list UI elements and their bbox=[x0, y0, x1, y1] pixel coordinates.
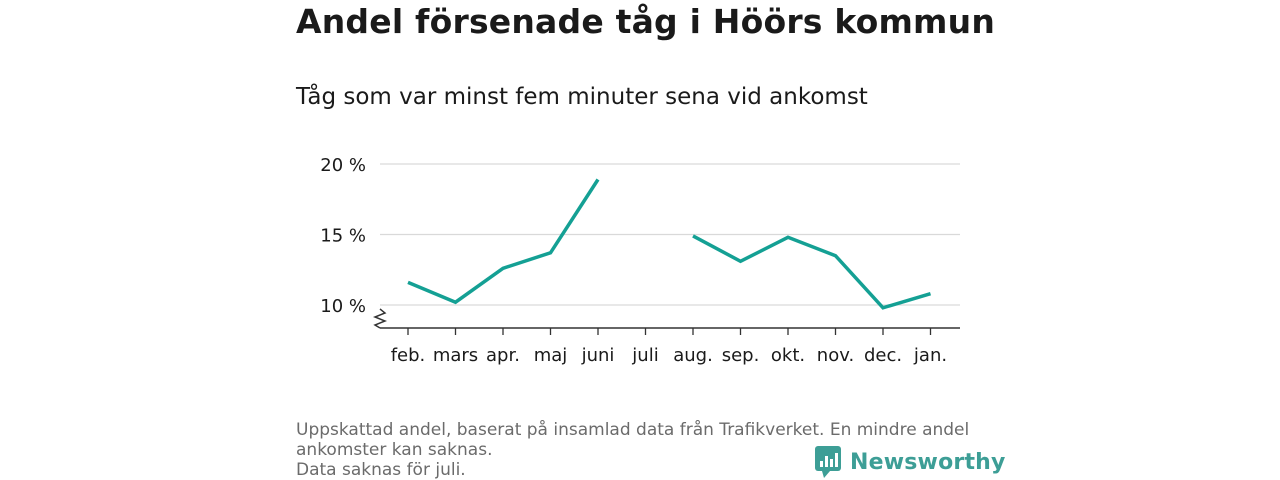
y-tick-label: 10 % bbox=[320, 296, 366, 317]
axis-break-icon bbox=[372, 308, 388, 329]
x-tick-label: apr. bbox=[486, 345, 520, 366]
x-tick-label: juli bbox=[631, 345, 658, 366]
x-tick-label: feb. bbox=[391, 345, 426, 366]
y-tick-label: 15 % bbox=[320, 226, 366, 247]
x-tick-label: okt. bbox=[771, 345, 805, 366]
x-tick-label: juni bbox=[581, 345, 615, 366]
x-tick-label: jan. bbox=[913, 345, 947, 366]
series-line-segment-2 bbox=[692, 234, 931, 310]
y-tick-label: 20 % bbox=[320, 155, 366, 176]
chart-title: Andel försenade tåg i Höörs kommun bbox=[296, 2, 996, 41]
line-chart: 10 % 15 % 20 % feb. mars apr. maj juni juli aug. s… bbox=[320, 155, 960, 366]
footnote-missing-data: Data saknas för juli. bbox=[296, 460, 466, 480]
newsworthy-logo[interactable]: Newsworthy bbox=[814, 444, 1006, 480]
footnote: Uppskattad andel, baserat på insamlad da… bbox=[296, 420, 986, 480]
series-line-segment-1 bbox=[407, 178, 600, 305]
footnote-source: Uppskattad andel, baserat på insamlad da… bbox=[296, 420, 970, 460]
chart-subtitle: Tåg som var minst fem minuter sena vid a… bbox=[296, 84, 868, 110]
newsworthy-logo-text: Newsworthy bbox=[850, 449, 1006, 475]
x-tick-label: sep. bbox=[722, 345, 760, 366]
x-tick-label: aug. bbox=[673, 345, 713, 366]
x-tick-label: mars bbox=[433, 345, 478, 366]
x-tick-label: dec. bbox=[864, 345, 902, 366]
newsworthy-logo-icon bbox=[815, 446, 841, 478]
x-tick-label: maj bbox=[534, 345, 568, 366]
x-tick-label: nov. bbox=[817, 345, 854, 366]
